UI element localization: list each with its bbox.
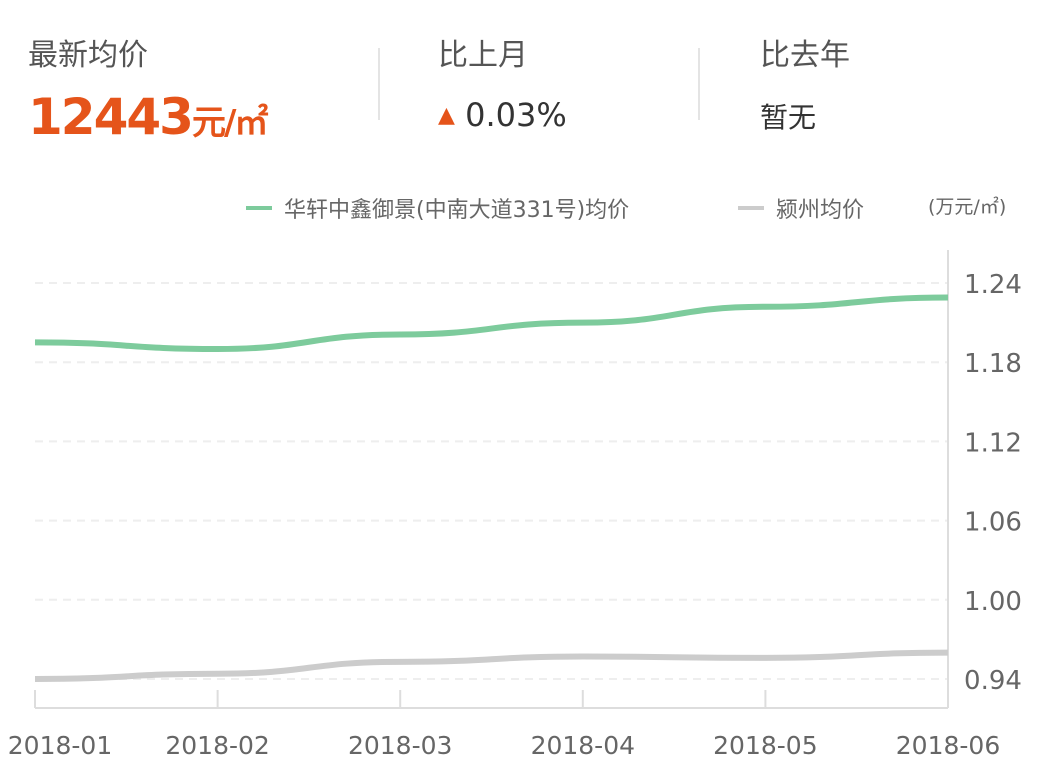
- y-tick-label: 1.18: [964, 349, 1022, 379]
- y-tick-label: 1.00: [964, 587, 1022, 617]
- legend-swatch: [738, 206, 764, 210]
- month-change-label: 比上月: [438, 38, 528, 73]
- series-line-0: [34, 294, 949, 353]
- unit-label: (万元/㎡): [928, 196, 1007, 218]
- y-tick-label: 1.24: [964, 270, 1022, 300]
- triangle-up-icon: ▲: [438, 103, 455, 128]
- month-change-value: 0.03%: [465, 96, 567, 134]
- x-tick-label: 2018-05: [713, 731, 817, 760]
- divider: [378, 48, 380, 120]
- month-change: 比上月 ▲ 0.03%: [438, 30, 567, 134]
- x-tick-label: 2018-06: [896, 731, 1000, 760]
- legend-item-district[interactable]: 颍州均价: [738, 192, 864, 224]
- latest-price-label: 最新均价: [28, 38, 148, 73]
- legend-label: 颍州均价: [776, 198, 865, 223]
- divider: [698, 48, 700, 120]
- latest-price-value: 12443: [28, 88, 194, 146]
- x-tick-label: 2018-04: [531, 731, 635, 760]
- y-tick-label: 1.06: [964, 508, 1022, 538]
- latest-price-unit: 元/㎡: [191, 103, 268, 143]
- year-change-value: 暂无: [760, 101, 817, 134]
- legend-label: 华轩中鑫御景(中南大道331号)均价: [284, 198, 630, 223]
- y-tick-label: 0.94: [964, 666, 1022, 696]
- x-tick-label: 2018-01: [8, 731, 112, 760]
- series-line-1: [34, 649, 949, 682]
- y-tick-label: 1.12: [964, 428, 1022, 458]
- latest-price: 最新均价 12443元/㎡: [28, 30, 268, 146]
- legend-swatch: [246, 206, 272, 210]
- x-tick-label: 2018-02: [165, 731, 269, 760]
- year-change: 比去年 暂无: [760, 30, 850, 136]
- legend-item-project[interactable]: 华轩中鑫御景(中南大道331号)均价: [246, 192, 629, 224]
- year-change-label: 比去年: [760, 38, 850, 73]
- x-tick-label: 2018-03: [348, 731, 452, 760]
